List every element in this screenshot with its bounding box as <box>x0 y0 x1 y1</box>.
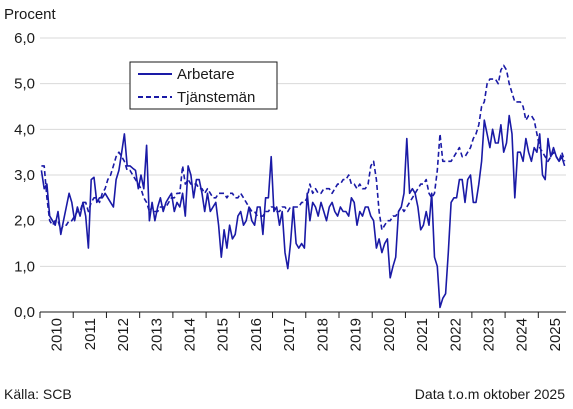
x-tick-label: 2014 <box>182 318 199 351</box>
y-tick-label: 0,0 <box>14 304 35 321</box>
source-note: Källa: SCB <box>4 386 72 402</box>
legend-label-tjanstemän: Tjänstemän <box>177 89 255 106</box>
x-tick-label: 2022 <box>447 318 464 351</box>
legend-box <box>129 61 278 110</box>
y-axis-ticks: 0,0 1,0 2,0 3,0 4,0 5,0 6,0 <box>14 30 35 321</box>
x-axis-ticks: 2010 2011 2012 2013 2014 2015 2016 2017 2018 2019… <box>39 312 564 351</box>
y-tick-label: 1,0 <box>14 258 35 275</box>
x-tick-label: 2019 <box>348 318 365 351</box>
x-tick-label: 2021 <box>414 318 431 351</box>
y-tick-label: 4,0 <box>14 121 35 138</box>
x-tick-label: 2020 <box>381 318 398 351</box>
x-tick-label: 2018 <box>314 318 331 351</box>
y-tick-label: 5,0 <box>14 76 35 93</box>
x-tick-label: 2011 <box>82 318 99 350</box>
x-tick-label: 2017 <box>281 318 298 351</box>
x-tick-label: 2012 <box>115 318 132 351</box>
data-period-note: Data t.o.m oktober 2025 <box>414 386 565 402</box>
y-axis-label: Procent <box>4 6 57 23</box>
y-tick-label: 3,0 <box>14 167 35 184</box>
x-tick-label: 2015 <box>215 318 232 351</box>
gridlines <box>40 37 566 267</box>
y-tick-label: 6,0 <box>14 30 35 47</box>
x-tick-label: 2016 <box>248 318 265 351</box>
series-line-tjanstemän <box>41 64 566 231</box>
x-tick-label: 2010 <box>49 318 66 351</box>
x-tick-label: 2025 <box>547 318 564 351</box>
x-tick-label: 2013 <box>148 318 165 351</box>
x-tick-label: 2024 <box>514 318 531 351</box>
series-line-arbetare <box>40 114 566 309</box>
series-lines <box>40 64 566 309</box>
legend: Arbetare Tjänstemän <box>129 61 278 110</box>
y-tick-label: 2,0 <box>14 213 35 230</box>
x-tick-label: 2023 <box>481 318 498 351</box>
legend-label-arbetare: Arbetare <box>177 66 235 83</box>
